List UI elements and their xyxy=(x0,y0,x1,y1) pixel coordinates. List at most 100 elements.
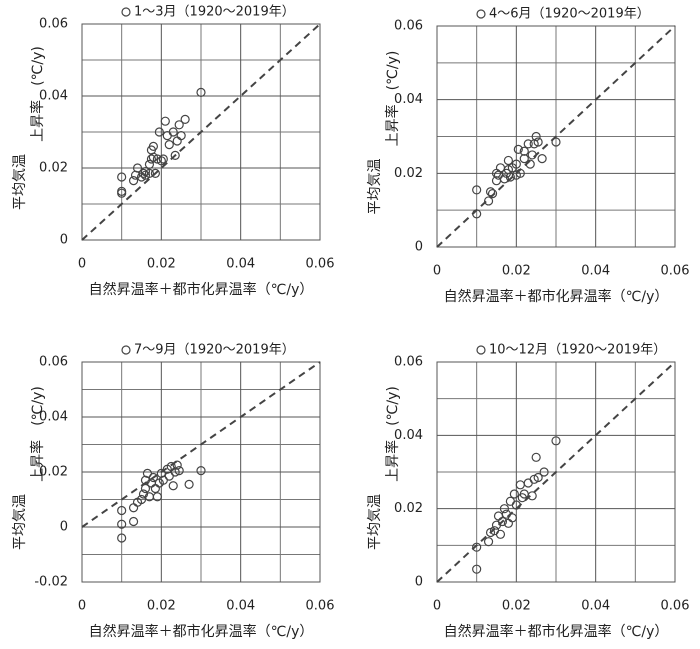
x-tick-label: 0 xyxy=(78,599,86,614)
x-tick-label: 0.06 xyxy=(661,599,690,614)
x-tick-label: 0.02 xyxy=(502,264,531,279)
y-tick-label: 0.04 xyxy=(39,89,68,104)
x-tick-label: 0.04 xyxy=(581,599,610,614)
y-tick-label: 0.02 xyxy=(39,161,68,176)
y-tick-label: 0.02 xyxy=(394,501,423,516)
point xyxy=(505,172,515,182)
y-axis-label: 平均気温 xyxy=(367,494,383,550)
point xyxy=(180,114,190,125)
point xyxy=(176,131,186,141)
y-tick-label: 0 xyxy=(415,240,423,255)
point xyxy=(138,168,149,178)
point xyxy=(495,529,506,539)
point xyxy=(146,154,157,164)
point xyxy=(138,489,149,499)
y-axis-label: 平均気温 xyxy=(12,494,28,550)
point xyxy=(136,494,147,505)
point xyxy=(170,467,180,477)
legend-marker xyxy=(476,9,486,19)
y-tick-label: 0.06 xyxy=(39,17,68,32)
y-tick-label: -0.02 xyxy=(34,575,68,590)
y-axis-label: 平均気温 xyxy=(12,154,28,210)
point xyxy=(158,154,168,164)
point xyxy=(523,139,533,149)
legend-label: 1～3月（1920～2019年） xyxy=(134,5,295,20)
point xyxy=(154,127,164,137)
point xyxy=(150,168,160,178)
point xyxy=(531,131,541,142)
point xyxy=(515,168,525,178)
reference-line xyxy=(81,23,321,241)
y-tick-label: 0.02 xyxy=(394,166,423,181)
point xyxy=(168,481,178,491)
point xyxy=(513,144,523,154)
point xyxy=(168,127,178,137)
y-tick-label: 0 xyxy=(60,520,68,535)
point xyxy=(507,513,517,523)
point xyxy=(511,500,521,510)
point xyxy=(472,542,482,552)
point xyxy=(170,150,180,160)
point xyxy=(117,519,127,529)
point xyxy=(152,492,162,502)
point xyxy=(509,489,519,499)
x-tick-label: 0.06 xyxy=(306,599,335,614)
point xyxy=(485,187,496,197)
point xyxy=(144,168,155,178)
point xyxy=(196,87,206,98)
x-tick-label: 0.06 xyxy=(661,264,690,279)
point xyxy=(531,452,541,462)
legend-label: 4～6月（1920～2019年） xyxy=(489,7,650,22)
reference-line xyxy=(81,361,321,528)
x-tick-label: 0.02 xyxy=(147,257,176,272)
point xyxy=(527,491,537,501)
point xyxy=(472,564,482,574)
point xyxy=(174,466,184,476)
point xyxy=(487,188,498,199)
point xyxy=(172,460,182,470)
point xyxy=(533,472,543,483)
point xyxy=(537,154,547,164)
point xyxy=(483,196,494,206)
point xyxy=(117,172,127,182)
x-tick-label: 0.02 xyxy=(502,599,531,614)
point xyxy=(160,116,170,126)
y-tick-label: 0.04 xyxy=(39,410,68,425)
point xyxy=(148,141,158,151)
y-tick-label: 0.02 xyxy=(39,465,68,480)
point xyxy=(156,156,166,166)
point xyxy=(499,174,510,184)
point xyxy=(472,209,482,219)
y-tick-label: 0 xyxy=(60,233,68,248)
point xyxy=(472,185,482,195)
y-tick-label: 0.06 xyxy=(394,19,423,34)
x-tick-label: 0.04 xyxy=(581,264,610,279)
x-tick-label: 0.06 xyxy=(306,257,335,272)
point xyxy=(551,137,561,147)
point xyxy=(174,120,184,130)
point xyxy=(144,159,155,169)
x-tick-label: 0.04 xyxy=(226,599,255,614)
point xyxy=(519,154,529,164)
x-tick-label: 0 xyxy=(78,257,86,272)
point xyxy=(525,159,535,169)
x-axis-label: 自然昇温率＋都市化昇温率（℃/y） xyxy=(444,623,669,640)
point xyxy=(117,188,127,198)
point xyxy=(533,137,543,147)
point xyxy=(503,155,513,166)
y-axis-label: 上昇率 (℃/y) xyxy=(29,386,46,482)
point xyxy=(117,505,127,516)
point xyxy=(184,479,194,489)
x-axis-label: 自然昇温率＋都市化昇温率（℃/y） xyxy=(89,281,314,298)
point xyxy=(527,150,537,160)
point xyxy=(539,467,549,477)
reference-line xyxy=(436,361,676,583)
legend-marker xyxy=(121,345,131,355)
y-tick-label: 0.06 xyxy=(394,355,423,370)
point xyxy=(140,475,151,485)
y-tick-label: 0.06 xyxy=(39,355,68,370)
y-axis-label: 平均気温 xyxy=(367,159,383,215)
point xyxy=(164,140,174,150)
x-tick-label: 0 xyxy=(433,264,441,279)
